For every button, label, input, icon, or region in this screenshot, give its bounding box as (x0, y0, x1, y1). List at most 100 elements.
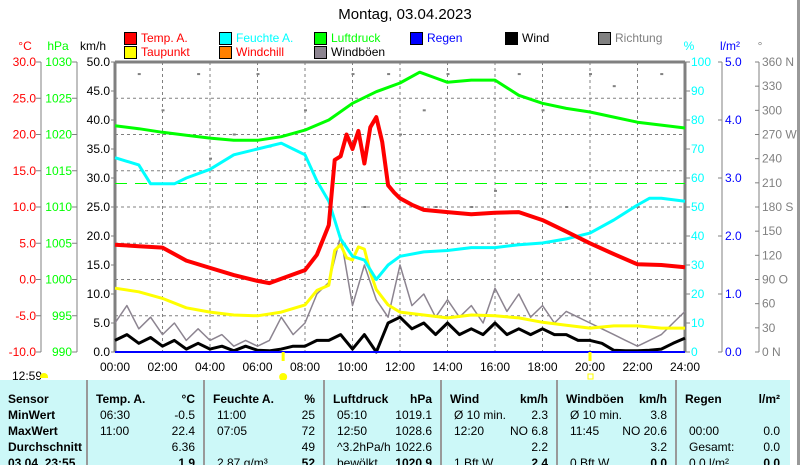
table-cell: Sensor (8, 392, 49, 406)
x-tick-label: 08:00 (290, 360, 320, 374)
chart-svg: 30.025.020.015.010.05.00.0-5.0-10.0°C103… (9, 39, 797, 380)
table-cell: °C (181, 392, 195, 406)
direction-point (363, 206, 367, 208)
table-cell: km/h (638, 392, 667, 406)
direction-point (232, 133, 236, 136)
side-scrollbar[interactable] (797, 0, 800, 465)
table-cell: NO 20.6 (622, 424, 667, 438)
direction-point (304, 109, 307, 112)
direction-point (137, 73, 141, 76)
wind-axis-tick-label: 40.0 (87, 113, 111, 127)
legend-swatch (505, 31, 518, 45)
table-cell: -0.5 (174, 408, 195, 422)
table-cell: 05:10 (337, 408, 368, 422)
legend-item: Regen (410, 31, 462, 45)
humidity-axis-tick-label: 60 (691, 171, 705, 185)
humidity-axis-tick-label: 90 (691, 84, 705, 98)
temp-axis-tick-label: 0.0 (19, 273, 36, 287)
direction-axis-tick-label: 180 S (762, 200, 793, 214)
legend-swatch (314, 31, 327, 45)
x-tick-label: 02:00 (147, 360, 177, 374)
table-cell: 1019.1 (395, 408, 432, 422)
legend-label: Wind (522, 31, 550, 45)
direction-point (494, 189, 497, 192)
pressure-axis-unit: hPa (47, 39, 69, 53)
rain-axis-tick-label: 5.0 (725, 55, 742, 69)
direction-axis-tick-label: 330 (762, 79, 782, 93)
wind-axis-tick-label: 5.0 (93, 316, 110, 330)
series-temp-a (114, 115, 686, 286)
table-cell: Durchschnitt (8, 440, 83, 454)
wind-axis-tick-label: 50.0 (87, 55, 111, 69)
table-cell: 1.9 (178, 456, 195, 465)
table-cell: NO 6.8 (509, 424, 548, 438)
legend-item: Windböen (314, 45, 385, 59)
direction-axis-tick-label: 120 (762, 248, 782, 262)
direction-axis-tick-label: 210 (762, 176, 782, 190)
legend-label: Feuchte A. (236, 31, 294, 45)
table-cell: 2.4 (531, 456, 548, 465)
x-tick-label: 24:00 (670, 360, 700, 374)
column-separator (675, 380, 677, 465)
pressure-axis-tick-label: 990 (52, 345, 72, 359)
sun-icon (279, 373, 288, 380)
moon-icon (587, 373, 594, 380)
direction-point (660, 73, 664, 76)
pressure-axis-tick-label: 1005 (45, 236, 72, 250)
column-separator (556, 380, 558, 465)
temp-axis-tick-label: 30.0 (13, 55, 37, 69)
table-cell: Feuchte A. (213, 392, 274, 406)
table-cell: 12:50 (337, 424, 368, 438)
legend-item: Feuchte A. (219, 31, 293, 45)
x-tick-label: 10:00 (337, 360, 367, 374)
stats-table: Sensor Temp. A. °C Feuchte A.% Luftdruck hPa W… (0, 380, 790, 465)
direction-axis-tick-label: 60 (762, 297, 776, 311)
direction-point (209, 157, 212, 160)
table-cell: Temp. A. (96, 392, 146, 406)
direction-point (565, 206, 569, 208)
x-tick-label: 12:00 (385, 360, 415, 374)
temp-axis-tick-label: 25.0 (13, 91, 37, 105)
direction-axis-unit: ° (758, 39, 763, 53)
x-tick-label: 06:00 (242, 360, 272, 374)
humidity-axis-tick-label: 10 (691, 316, 705, 330)
table-cell: km/h (519, 392, 548, 406)
legend-label: Regen (427, 31, 463, 45)
wind-axis-tick-label: 35.0 (87, 142, 111, 156)
direction-point (541, 109, 545, 112)
column-separator (203, 380, 205, 465)
table-cell: 03.04. 23:55 (8, 456, 76, 465)
rain-axis-tick-label: 4.0 (725, 113, 742, 127)
day-length: 12:59 (12, 369, 43, 383)
temp-axis-tick-label: 5.0 (19, 236, 36, 250)
rain-axis-tick-label: 3.0 (725, 171, 742, 185)
table-cell: % (304, 392, 315, 406)
humidity-axis-tick-label: 50 (691, 200, 705, 214)
table-cell: 0.0 l/m² (689, 456, 730, 465)
direction-point (434, 206, 438, 208)
table-cell: 11:00 (100, 424, 130, 438)
legend-item: Wind (505, 31, 549, 45)
wind-axis-unit: km/h (80, 39, 106, 53)
table-cell: 0.0 (650, 456, 667, 465)
table-cell: hPa (409, 392, 432, 406)
direction-axis-tick-label: 90 O (762, 273, 788, 287)
table-cell: 1028.6 (395, 424, 432, 438)
table-cell: Gesamt: (689, 440, 735, 454)
table-cell: 3.8 (650, 408, 667, 422)
x-tick-label: 04:00 (195, 360, 225, 374)
column-separator (323, 380, 325, 465)
rain-axis-tick-label: 1.0 (725, 287, 742, 301)
wind-axis-tick-label: 0.0 (93, 345, 110, 359)
table-cell: 1022.6 (395, 440, 432, 454)
rain-axis-tick-label: 2.0 (725, 229, 742, 243)
x-tick-label: 20:00 (575, 360, 605, 374)
humidity-axis-unit: % (684, 39, 695, 53)
chart-title: Montag, 03.04.2023 (338, 6, 472, 23)
series-windböen (114, 235, 686, 347)
humidity-axis-tick-label: 30 (691, 258, 705, 272)
direction-axis-tick-label: 150 (762, 224, 782, 238)
direction-axis-tick-label: 270 W (762, 128, 797, 142)
table-cell: ^3.2hPa/h (337, 440, 391, 454)
table-cell: 00:00 (689, 424, 720, 438)
